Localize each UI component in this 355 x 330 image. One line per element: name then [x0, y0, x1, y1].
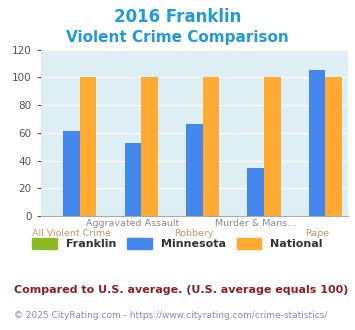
- Bar: [264, 77, 281, 216]
- Text: Compared to U.S. average. (U.S. average equals 100): Compared to U.S. average. (U.S. average …: [14, 285, 349, 295]
- Text: Rape: Rape: [305, 229, 329, 238]
- Text: All Violent Crime: All Violent Crime: [32, 229, 111, 238]
- Text: Robbery: Robbery: [175, 229, 214, 238]
- Bar: [141, 77, 158, 216]
- Bar: [247, 168, 264, 216]
- Text: 2016 Franklin: 2016 Franklin: [114, 8, 241, 26]
- Bar: [326, 77, 342, 216]
- Text: Murder & Mans...: Murder & Mans...: [215, 219, 296, 228]
- Bar: [80, 77, 97, 216]
- Text: Violent Crime Comparison: Violent Crime Comparison: [66, 30, 289, 45]
- Text: © 2025 CityRating.com - https://www.cityrating.com/crime-statistics/: © 2025 CityRating.com - https://www.city…: [14, 311, 328, 320]
- Bar: [203, 77, 219, 216]
- Text: Aggravated Assault: Aggravated Assault: [86, 219, 180, 228]
- Bar: [63, 131, 80, 216]
- Bar: [125, 143, 141, 216]
- Bar: [309, 70, 326, 216]
- Bar: [186, 124, 203, 216]
- Legend: Franklin, Minnesota, National: Franklin, Minnesota, National: [28, 234, 327, 253]
